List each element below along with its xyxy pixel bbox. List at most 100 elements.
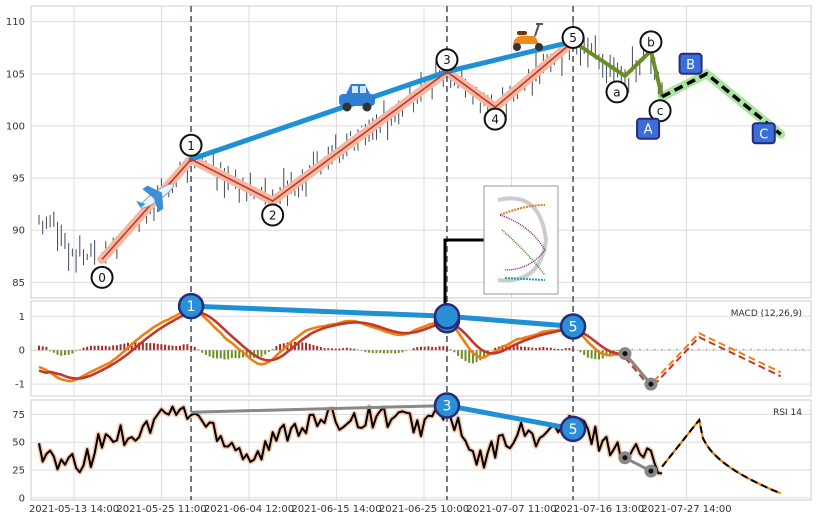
airplane-wing — [153, 192, 164, 213]
wave-0-marker — [90, 265, 114, 289]
indicator-lines — [31, 6, 811, 500]
macd-projection-line — [624, 331, 782, 386]
inset-curve-purple — [499, 214, 546, 271]
wave-line — [101, 40, 574, 260]
rsi-divergence-circle-label: 5 — [569, 422, 578, 438]
projection-label-A: A — [644, 123, 653, 138]
wave-5-label: 5 — [569, 31, 577, 45]
macd-gray-dot-center — [622, 351, 628, 357]
rsi-projection-line — [661, 417, 782, 495]
car-wheel — [342, 102, 352, 112]
y-tick-label: 1 — [19, 312, 25, 323]
car-icon — [339, 84, 375, 112]
rsi-divergence-circle — [433, 392, 461, 419]
rsi-panel-label: RSI 14 — [773, 408, 802, 418]
inset-connector — [443, 238, 485, 315]
y-tick-label: 0 — [19, 493, 25, 504]
x-tick-label: 2021-07-16 13:00 — [554, 504, 644, 515]
rsi-divergence-circle — [559, 415, 587, 443]
abc-line — [571, 39, 665, 98]
wave-2-marker — [261, 203, 285, 227]
car-window — [352, 86, 358, 93]
abc-a-label: a — [613, 85, 620, 99]
y-tick-label: 100 — [6, 121, 25, 132]
rsi-divergence-circle-label: 3 — [443, 399, 452, 415]
projection-line — [661, 71, 782, 136]
scooter-body — [513, 35, 539, 44]
macd-gray-dot-center — [648, 381, 654, 387]
decorative-icons — [136, 23, 543, 213]
y-tick-label: 95 — [12, 174, 25, 185]
abc-a-marker — [605, 80, 629, 104]
macd-divergence-circle — [433, 303, 461, 330]
y-tick-label: 25 — [12, 466, 25, 477]
macd-divergence-circle — [559, 313, 587, 340]
macd-line — [38, 307, 626, 383]
abc-c-label: c — [657, 104, 664, 118]
projection-label-B: B — [686, 58, 695, 73]
scooter-wheel — [535, 43, 543, 51]
x-tick-label: 2021-05-25 11:00 — [116, 504, 206, 515]
y-tick-label: 110 — [6, 17, 25, 28]
rsi-divergence-line — [444, 403, 576, 432]
projection-box-B — [678, 52, 703, 75]
scooter-stem — [534, 23, 540, 37]
airplane-wing — [142, 185, 162, 199]
airplane-tail — [136, 200, 146, 208]
wave-5-marker — [561, 25, 585, 49]
car-window — [360, 86, 366, 93]
projection-label-C: C — [759, 127, 768, 142]
airplane-icon — [136, 183, 175, 213]
macd-divergence-circle-label: 5 — [569, 319, 578, 335]
y-tick-label: 90 — [12, 226, 25, 237]
rsi-panel — [30, 399, 812, 501]
inset-curve-green — [501, 229, 546, 276]
signal-projection-line — [624, 335, 782, 390]
macd-panel-label: MACD (12,26,9) — [731, 309, 802, 319]
rsi-line — [38, 405, 663, 475]
macd-divergence-circle-label: 1 — [187, 299, 196, 315]
y-tick-label: 85 — [12, 278, 25, 289]
x-tick-label: 2021-07-27 14:00 — [641, 504, 731, 515]
inset-curve-teal — [504, 277, 546, 281]
projection-box-C — [751, 122, 776, 145]
wave-4-label: 4 — [491, 113, 499, 127]
wave-1-marker — [179, 133, 203, 157]
wave-2-label: 2 — [269, 209, 277, 223]
rsi-gray-dot-center — [648, 468, 654, 474]
wave-markers: 0 1 2 3 4 5 a b cA B C 1 5 3 5 — [90, 25, 776, 478]
abc-c-marker — [648, 99, 672, 123]
y-tick-labels: 85 90 95 100 105 110 -1 0 1 0 25 50 75 — [6, 17, 25, 504]
signal-line — [38, 311, 626, 380]
scooter-wheel — [513, 43, 521, 51]
wave-4-marker — [483, 107, 507, 131]
wave-3-label: 3 — [443, 53, 451, 67]
pattern-inset — [442, 185, 559, 318]
scooter-seat — [517, 31, 527, 35]
wave-1-label: 1 — [187, 139, 195, 153]
macd-series — [31, 303, 811, 390]
y-tick-label: 105 — [6, 69, 25, 80]
y-tick-label: 75 — [12, 410, 25, 421]
abc-b-marker — [639, 30, 663, 54]
rsi-series — [36, 403, 782, 495]
projection-box-A — [636, 117, 661, 140]
y-tick-label: -1 — [15, 380, 25, 391]
rsi-gray-dot-center — [622, 455, 628, 461]
abc-b-label: b — [647, 35, 655, 49]
wave-3-marker — [435, 48, 459, 72]
y-tick-label: 0 — [19, 346, 25, 357]
macd-projection-gray — [623, 352, 653, 386]
macd-divergence-circle — [177, 292, 205, 320]
x-tick-label: 2021-06-15 14:00 — [291, 504, 381, 515]
inset-curve-orange — [499, 204, 546, 216]
scooter-icon — [513, 23, 543, 51]
x-tick-label: 2021-05-13 14:00 — [29, 504, 119, 515]
x-tick-label: 2021-06-04 12:00 — [204, 504, 294, 515]
wave-0-label: 0 — [98, 271, 106, 285]
y-tick-label: 50 — [12, 438, 25, 449]
rsi-gray-line — [191, 404, 448, 414]
price-panel — [30, 5, 812, 299]
